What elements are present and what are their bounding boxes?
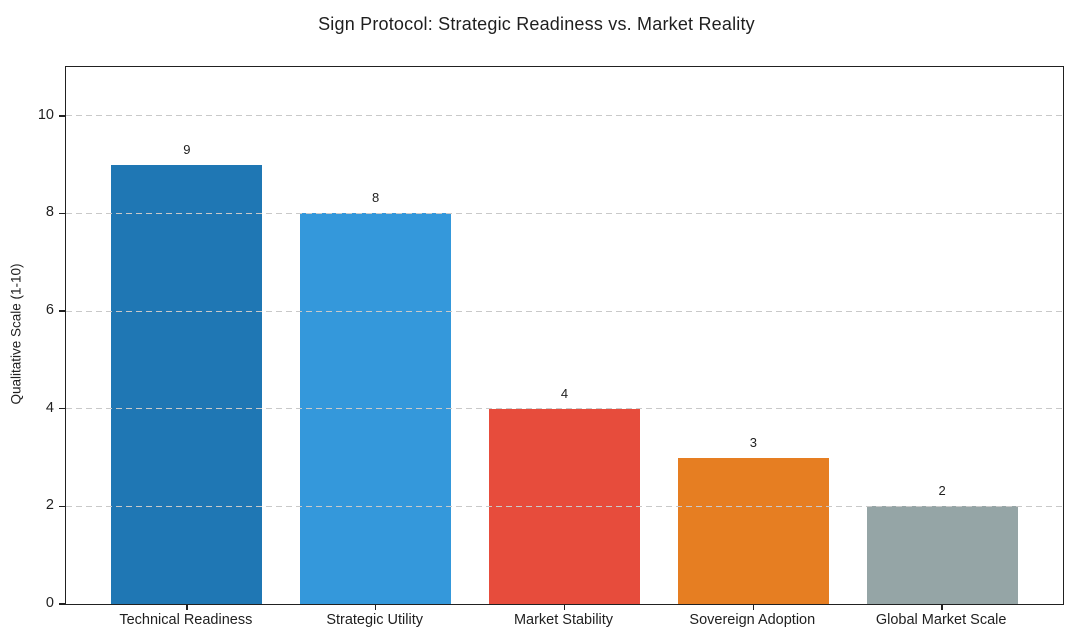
x-tick-label: Strategic Utility bbox=[326, 612, 424, 628]
x-tick-label: Global Market Scale bbox=[875, 612, 1007, 628]
bar-value-label: 8 bbox=[372, 190, 380, 206]
x-tick-label: Technical Readiness bbox=[119, 612, 253, 628]
x-axis-tick bbox=[752, 604, 755, 610]
y-tick-label: 10 bbox=[37, 106, 54, 123]
y-axis-tick bbox=[59, 212, 65, 215]
y-axis-title: Qualitative Scale (1-10) bbox=[8, 263, 24, 405]
bar-value-label: 2 bbox=[938, 483, 946, 499]
bar-value-label: 3 bbox=[749, 434, 757, 450]
y-axis-tick bbox=[59, 603, 65, 605]
x-axis-tick bbox=[186, 604, 188, 610]
y-tick-label: 4 bbox=[45, 399, 54, 416]
x-tick-label: Market Stability bbox=[513, 612, 614, 628]
y-tick-label: 8 bbox=[45, 204, 54, 221]
x-axis-tick bbox=[374, 604, 377, 610]
plot-area: 9 8 4 3 2 0 2 4 6 8 10 bbox=[38, 66, 1064, 611]
x-axis-tick bbox=[563, 604, 566, 610]
gridline-6 bbox=[66, 310, 1063, 312]
y-tick-label: 6 bbox=[45, 302, 54, 319]
gridline-4 bbox=[66, 408, 1063, 410]
bar-value-label: 4 bbox=[560, 385, 569, 401]
bar-4 bbox=[866, 506, 1018, 604]
gridline-2 bbox=[66, 505, 1063, 507]
y-axis-tick bbox=[59, 310, 65, 312]
y-axis-tick bbox=[59, 115, 65, 117]
gridline-10 bbox=[66, 115, 1063, 117]
y-axis-tick bbox=[59, 505, 65, 508]
y-tick-label: 0 bbox=[45, 595, 54, 611]
bar-value-label: 9 bbox=[183, 141, 191, 157]
x-tick-label: Sovereign Adoption bbox=[689, 612, 816, 628]
y-axis-tick bbox=[59, 408, 65, 410]
bar-0 bbox=[111, 164, 263, 604]
chart-title: Sign Protocol: Strategic Readiness vs. M… bbox=[318, 14, 755, 34]
y-tick-label: 2 bbox=[45, 497, 54, 514]
bar-3 bbox=[677, 457, 829, 604]
gridline-8 bbox=[66, 212, 1063, 214]
x-axis-tick bbox=[941, 604, 943, 610]
